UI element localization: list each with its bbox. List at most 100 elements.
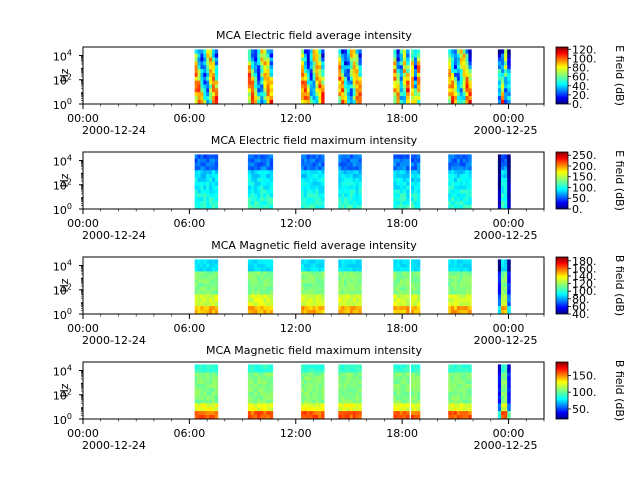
- heatmap-cell: [465, 297, 469, 303]
- heatmap-cell: [346, 278, 351, 283]
- heatmap-cell: [251, 192, 255, 198]
- heatmap-cell: [352, 282, 357, 287]
- heatmap-cell: [209, 383, 213, 388]
- heatmap-cell: [318, 192, 322, 198]
- heatmap-cell: [416, 200, 421, 205]
- heatmap-cell: [263, 192, 267, 198]
- heatmap-cell: [203, 395, 207, 400]
- heatmap-cell: [269, 414, 274, 419]
- heatmap-cell: [318, 259, 322, 264]
- x-tick-label: 06:00: [174, 217, 206, 230]
- heatmap-cell: [194, 173, 198, 178]
- heatmap-cell: [200, 99, 204, 104]
- heatmap-cell: [315, 368, 319, 373]
- heatmap-cell: [504, 189, 508, 194]
- heatmap-cell: [358, 391, 362, 396]
- heatmap-cell: [451, 169, 455, 175]
- heatmap-cell: [459, 162, 464, 167]
- heatmap-cell: [211, 290, 216, 295]
- heatmap-cell: [454, 274, 458, 280]
- heatmap-cell: [266, 309, 271, 314]
- heatmap-cell: [501, 165, 505, 171]
- heatmap-cell: [269, 72, 274, 77]
- heatmap-cell: [396, 372, 401, 377]
- heatmap-cell: [346, 99, 351, 104]
- heatmap-cell: [462, 60, 466, 66]
- heatmap-cell: [312, 364, 316, 369]
- heatmap-cell: [315, 375, 319, 381]
- heatmap-cell: [402, 274, 407, 280]
- heatmap-cell: [451, 395, 455, 400]
- heatmap-cell: [504, 402, 508, 408]
- heatmap-cell: [349, 406, 354, 412]
- heatmap-cell: [251, 263, 255, 268]
- heatmap-cell: [352, 395, 357, 400]
- heatmap-cell: [209, 414, 213, 419]
- heatmap-cell: [200, 169, 204, 175]
- heatmap-cell: [247, 57, 252, 62]
- heatmap-cell: [396, 87, 401, 93]
- heatmap-cell: [462, 185, 466, 190]
- heatmap-cell: [318, 294, 322, 299]
- heatmap-cell: [459, 414, 464, 419]
- heatmap-cell: [303, 391, 308, 396]
- heatmap-cell: [301, 200, 305, 205]
- heatmap-cell: [338, 87, 342, 93]
- observation-block: [497, 154, 511, 209]
- heatmap-cell: [321, 162, 325, 167]
- heatmap-cell: [497, 68, 502, 73]
- heatmap-cell: [211, 383, 216, 388]
- heatmap-cell: [393, 196, 397, 202]
- heatmap-cell: [352, 76, 357, 81]
- heatmap-cell: [312, 294, 316, 299]
- heatmap-cell: [263, 204, 267, 209]
- heatmap-cell: [399, 72, 404, 77]
- observation-block: [301, 154, 325, 209]
- heatmap-cell: [306, 270, 311, 276]
- heatmap-cell: [269, 364, 274, 369]
- heatmap-cell: [402, 414, 407, 419]
- heatmap-cell: [251, 259, 255, 264]
- heatmap-cell: [459, 297, 464, 303]
- heatmap-cell: [406, 158, 410, 163]
- heatmap-cell: [501, 53, 505, 58]
- heatmap-cell: [303, 395, 308, 400]
- heatmap-cell: [462, 64, 466, 70]
- heatmap-cell: [507, 57, 511, 62]
- heatmap-cell: [399, 68, 404, 73]
- heatmap-cell: [200, 204, 204, 209]
- heatmap-cell: [393, 87, 397, 93]
- heatmap-cell: [501, 372, 505, 377]
- heatmap-cell: [451, 406, 455, 412]
- heatmap-cell: [406, 72, 410, 77]
- heatmap-cell: [465, 305, 469, 310]
- heatmap-cell: [318, 158, 322, 163]
- heatmap-cell: [451, 372, 455, 377]
- heatmap-cell: [247, 410, 252, 415]
- heatmap-cell: [454, 57, 458, 62]
- heatmap-cell: [451, 64, 455, 70]
- heatmap-cell: [459, 99, 464, 104]
- x-tick-label: 00:00: [493, 217, 525, 230]
- heatmap-cell: [263, 267, 267, 272]
- heatmap-cell: [468, 375, 472, 381]
- heatmap-cell: [501, 49, 505, 54]
- heatmap-cell: [312, 391, 316, 396]
- heatmap-cell: [203, 162, 207, 167]
- heatmap-cell: [260, 410, 264, 415]
- heatmap-cell: [269, 294, 274, 299]
- heatmap-cell: [315, 76, 319, 81]
- heatmap-cell: [214, 278, 219, 283]
- heatmap-cell: [341, 294, 345, 299]
- colorbar-tick-label: 100.: [572, 386, 597, 399]
- heatmap-cell: [209, 294, 213, 299]
- heatmap-cell: [254, 410, 258, 415]
- heatmap-cell: [465, 72, 469, 77]
- heatmap-cell: [393, 204, 397, 209]
- heatmap-cell: [206, 387, 210, 392]
- heatmap-cell: [301, 57, 305, 62]
- heatmap-cell: [393, 383, 397, 388]
- heatmap-cell: [263, 414, 267, 419]
- heatmap-cell: [411, 372, 415, 377]
- heatmap-cell: [448, 200, 452, 205]
